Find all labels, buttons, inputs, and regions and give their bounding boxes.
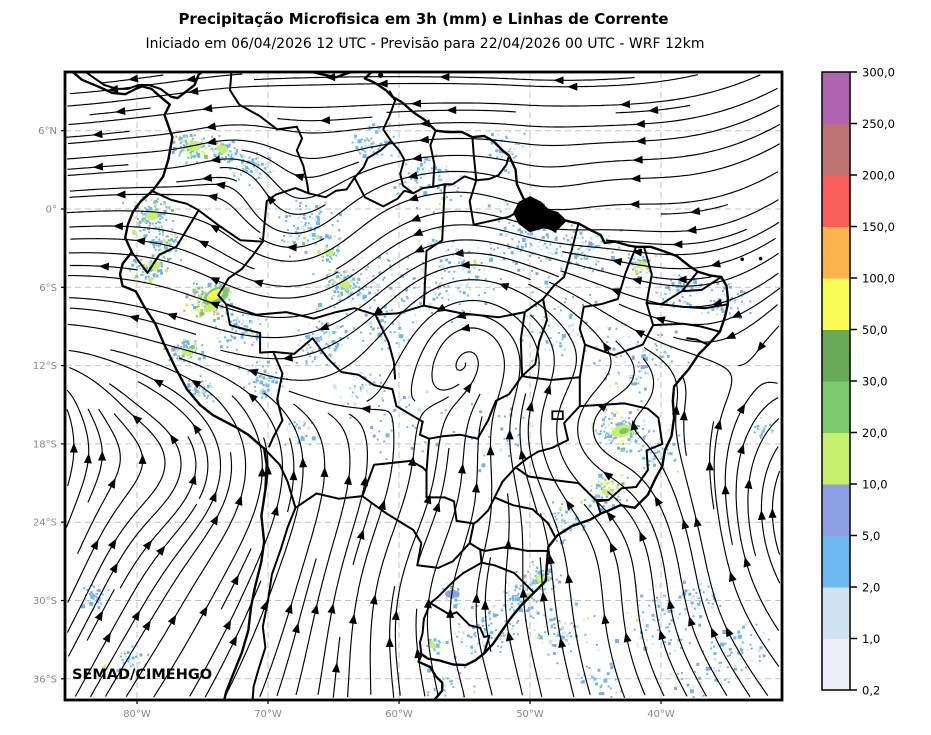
colorbar-segment xyxy=(822,484,850,536)
colorbar-segment xyxy=(822,175,850,227)
lat-tick-label: 6°S xyxy=(39,283,57,294)
colorbar-segment xyxy=(822,72,850,124)
lat-tick-label: 6°N xyxy=(38,126,57,137)
colorbar-segment xyxy=(822,587,850,639)
figure-subtitle: Iniciado em 06/04/2026 12 UTC - Previsão… xyxy=(145,36,705,52)
colorbar-tick-label: 150,0 xyxy=(862,220,895,234)
map-frame xyxy=(63,70,784,702)
lat-tick-label: 24°S xyxy=(33,518,57,529)
lat-tick-label: 18°S xyxy=(33,439,57,450)
coastline-atlantic xyxy=(169,73,729,699)
lon-tick-label: 40°W xyxy=(647,709,675,720)
colorbar-segment xyxy=(822,226,850,279)
lon-tick-label: 60°W xyxy=(385,709,413,720)
colorbar-tick-label: 2,0 xyxy=(862,581,880,595)
colorbar-segment xyxy=(822,535,850,588)
lat-tick-label: 0° xyxy=(46,205,57,216)
colorbar-tick-label: 1,0 xyxy=(862,632,880,646)
colorbar: 300,0 250,0 200,0 150,0 100,0 50,0 30,0 20,0 10,… xyxy=(821,66,895,698)
colorbar-segment xyxy=(822,638,850,691)
colorbar-segment xyxy=(822,329,850,382)
figure-title: Precipitação Microfisica em 3h (mm) e Li… xyxy=(178,10,669,28)
colorbar-segment xyxy=(822,123,850,176)
lon-tick-label: 80°W xyxy=(123,709,151,720)
colorbar-tick-label: 250,0 xyxy=(862,117,895,131)
colorbar-segment xyxy=(822,381,850,433)
lon-tick-label: 70°W xyxy=(254,709,282,720)
lat-tick-label: 12°S xyxy=(33,361,57,372)
lat-tick-label: 36°S xyxy=(33,674,57,685)
colorbar-tick-label: 30,0 xyxy=(862,375,888,389)
colorbar-tick-label: 10,0 xyxy=(862,478,888,492)
coastline-pacific xyxy=(72,73,268,699)
lon-tick-label: 50°W xyxy=(516,709,544,720)
colorbar-segment xyxy=(822,278,850,330)
colorbar-tick-label: 100,0 xyxy=(862,272,895,286)
watermark-label: SEMAD/CIMEHGO xyxy=(72,667,212,683)
colorbar-tick-label: 0,2 xyxy=(862,684,880,698)
map-axes: 6°N 0° 6°S 12°S 18°S 24°S 30°S 36°S 80°W 70°W 60°W… xyxy=(33,70,784,720)
amazon-delta-blob xyxy=(513,196,567,233)
lat-tick-label: 30°S xyxy=(33,596,57,607)
streamline-arrows xyxy=(69,73,777,673)
colorbar-tick-label: 200,0 xyxy=(862,169,895,183)
colorbar-segment xyxy=(822,432,850,485)
colorbar-tick-label: 50,0 xyxy=(862,323,888,337)
country-state-borders xyxy=(72,73,763,699)
watermark: SEMAD/CIMEHGO xyxy=(72,667,212,683)
colorbar-tick-label: 300,0 xyxy=(862,66,895,80)
wind-streamlines xyxy=(66,73,781,698)
colorbar-tick-label: 20,0 xyxy=(862,426,888,440)
colorbar-tick-label: 5,0 xyxy=(862,529,880,543)
